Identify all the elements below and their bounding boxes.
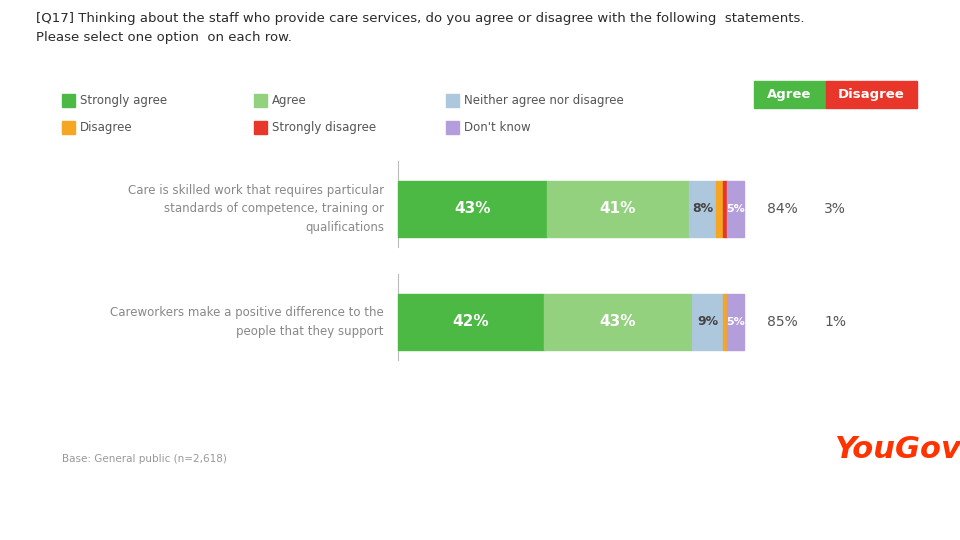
Text: 84%: 84% (767, 202, 798, 216)
Text: 43%: 43% (600, 314, 636, 329)
Text: Agree: Agree (272, 94, 306, 107)
Text: 85%: 85% (767, 315, 798, 329)
Text: Careworkers make a positive difference to the
people that they support: Careworkers make a positive difference t… (110, 306, 384, 338)
Text: 5%: 5% (726, 204, 745, 214)
Text: 43%: 43% (454, 201, 491, 217)
Bar (688, 180, 716, 237)
Bar (723, 180, 727, 237)
Text: 𝕏  @homecareassn: 𝕏 @homecareassn (21, 509, 143, 522)
Bar (727, 294, 744, 350)
Bar (62, 121, 75, 134)
Text: 1%: 1% (825, 315, 846, 329)
Text: Care is skilled work that requires particular
standards of competence, training : Care is skilled work that requires parti… (128, 184, 384, 234)
Bar (543, 294, 692, 350)
Text: [Q17] Thinking about the staff who provide care services, do you agree or disagr: [Q17] Thinking about the staff who provi… (36, 12, 805, 44)
Text: Strongly disagree: Strongly disagree (272, 121, 375, 134)
Text: Base: General public (n=2,618): Base: General public (n=2,618) (62, 454, 228, 464)
Bar (446, 94, 459, 106)
Text: 5%: 5% (726, 317, 745, 327)
Bar (398, 294, 543, 350)
Text: 3%: 3% (825, 202, 846, 216)
Text: Disagree: Disagree (80, 121, 132, 134)
Bar (716, 180, 723, 237)
Text: Strongly agree: Strongly agree (80, 94, 167, 107)
Text: 41%: 41% (600, 201, 636, 217)
Bar (727, 180, 744, 237)
Text: ⊕  homecareassociation.org.uk: ⊕ homecareassociation.org.uk (743, 509, 939, 522)
Bar (754, 81, 826, 108)
Text: Don't know: Don't know (464, 121, 530, 134)
Text: YouGov: YouGov (834, 435, 960, 464)
Bar (254, 121, 267, 134)
Bar (547, 180, 688, 237)
Bar (723, 294, 727, 350)
Text: Agree: Agree (767, 88, 812, 101)
Bar (62, 94, 75, 106)
Text: Disagree: Disagree (838, 88, 904, 101)
Text: 42%: 42% (453, 314, 490, 329)
Text: 9%: 9% (697, 315, 718, 328)
Bar (446, 121, 459, 134)
Text: Neither agree nor disagree: Neither agree nor disagree (464, 94, 623, 107)
Text: 8%: 8% (692, 202, 713, 215)
Bar (254, 94, 267, 106)
Bar (692, 294, 723, 350)
Bar (826, 81, 917, 108)
Bar (398, 180, 547, 237)
